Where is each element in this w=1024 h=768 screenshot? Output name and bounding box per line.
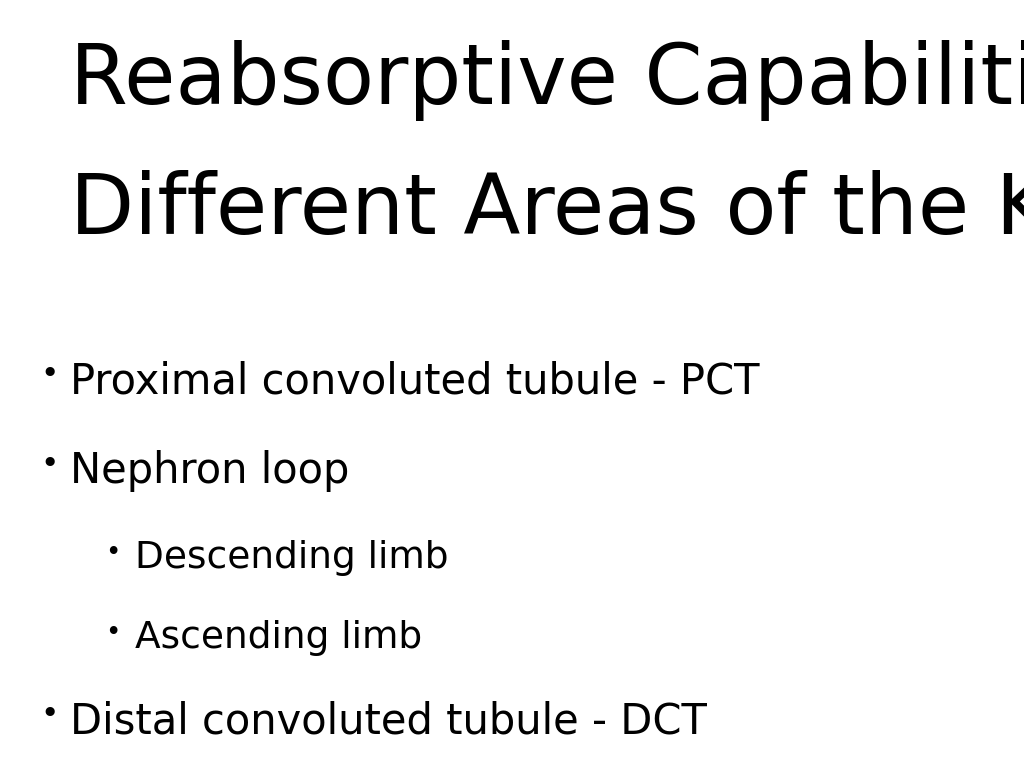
Text: Different Areas of the Kidney: Different Areas of the Kidney [70, 170, 1024, 251]
Text: Ascending limb: Ascending limb [135, 620, 422, 656]
Text: •: • [105, 540, 121, 566]
Text: Nephron loop: Nephron loop [70, 450, 349, 492]
Text: Proximal convoluted tubule - PCT: Proximal convoluted tubule - PCT [70, 360, 760, 402]
Text: Descending limb: Descending limb [135, 540, 449, 576]
Text: •: • [105, 620, 121, 646]
Text: Reabsorptive Capabilities of: Reabsorptive Capabilities of [70, 40, 1024, 121]
Text: Distal convoluted tubule - DCT: Distal convoluted tubule - DCT [70, 700, 707, 742]
Text: •: • [40, 700, 58, 729]
Text: •: • [40, 360, 58, 389]
Text: •: • [40, 450, 58, 479]
